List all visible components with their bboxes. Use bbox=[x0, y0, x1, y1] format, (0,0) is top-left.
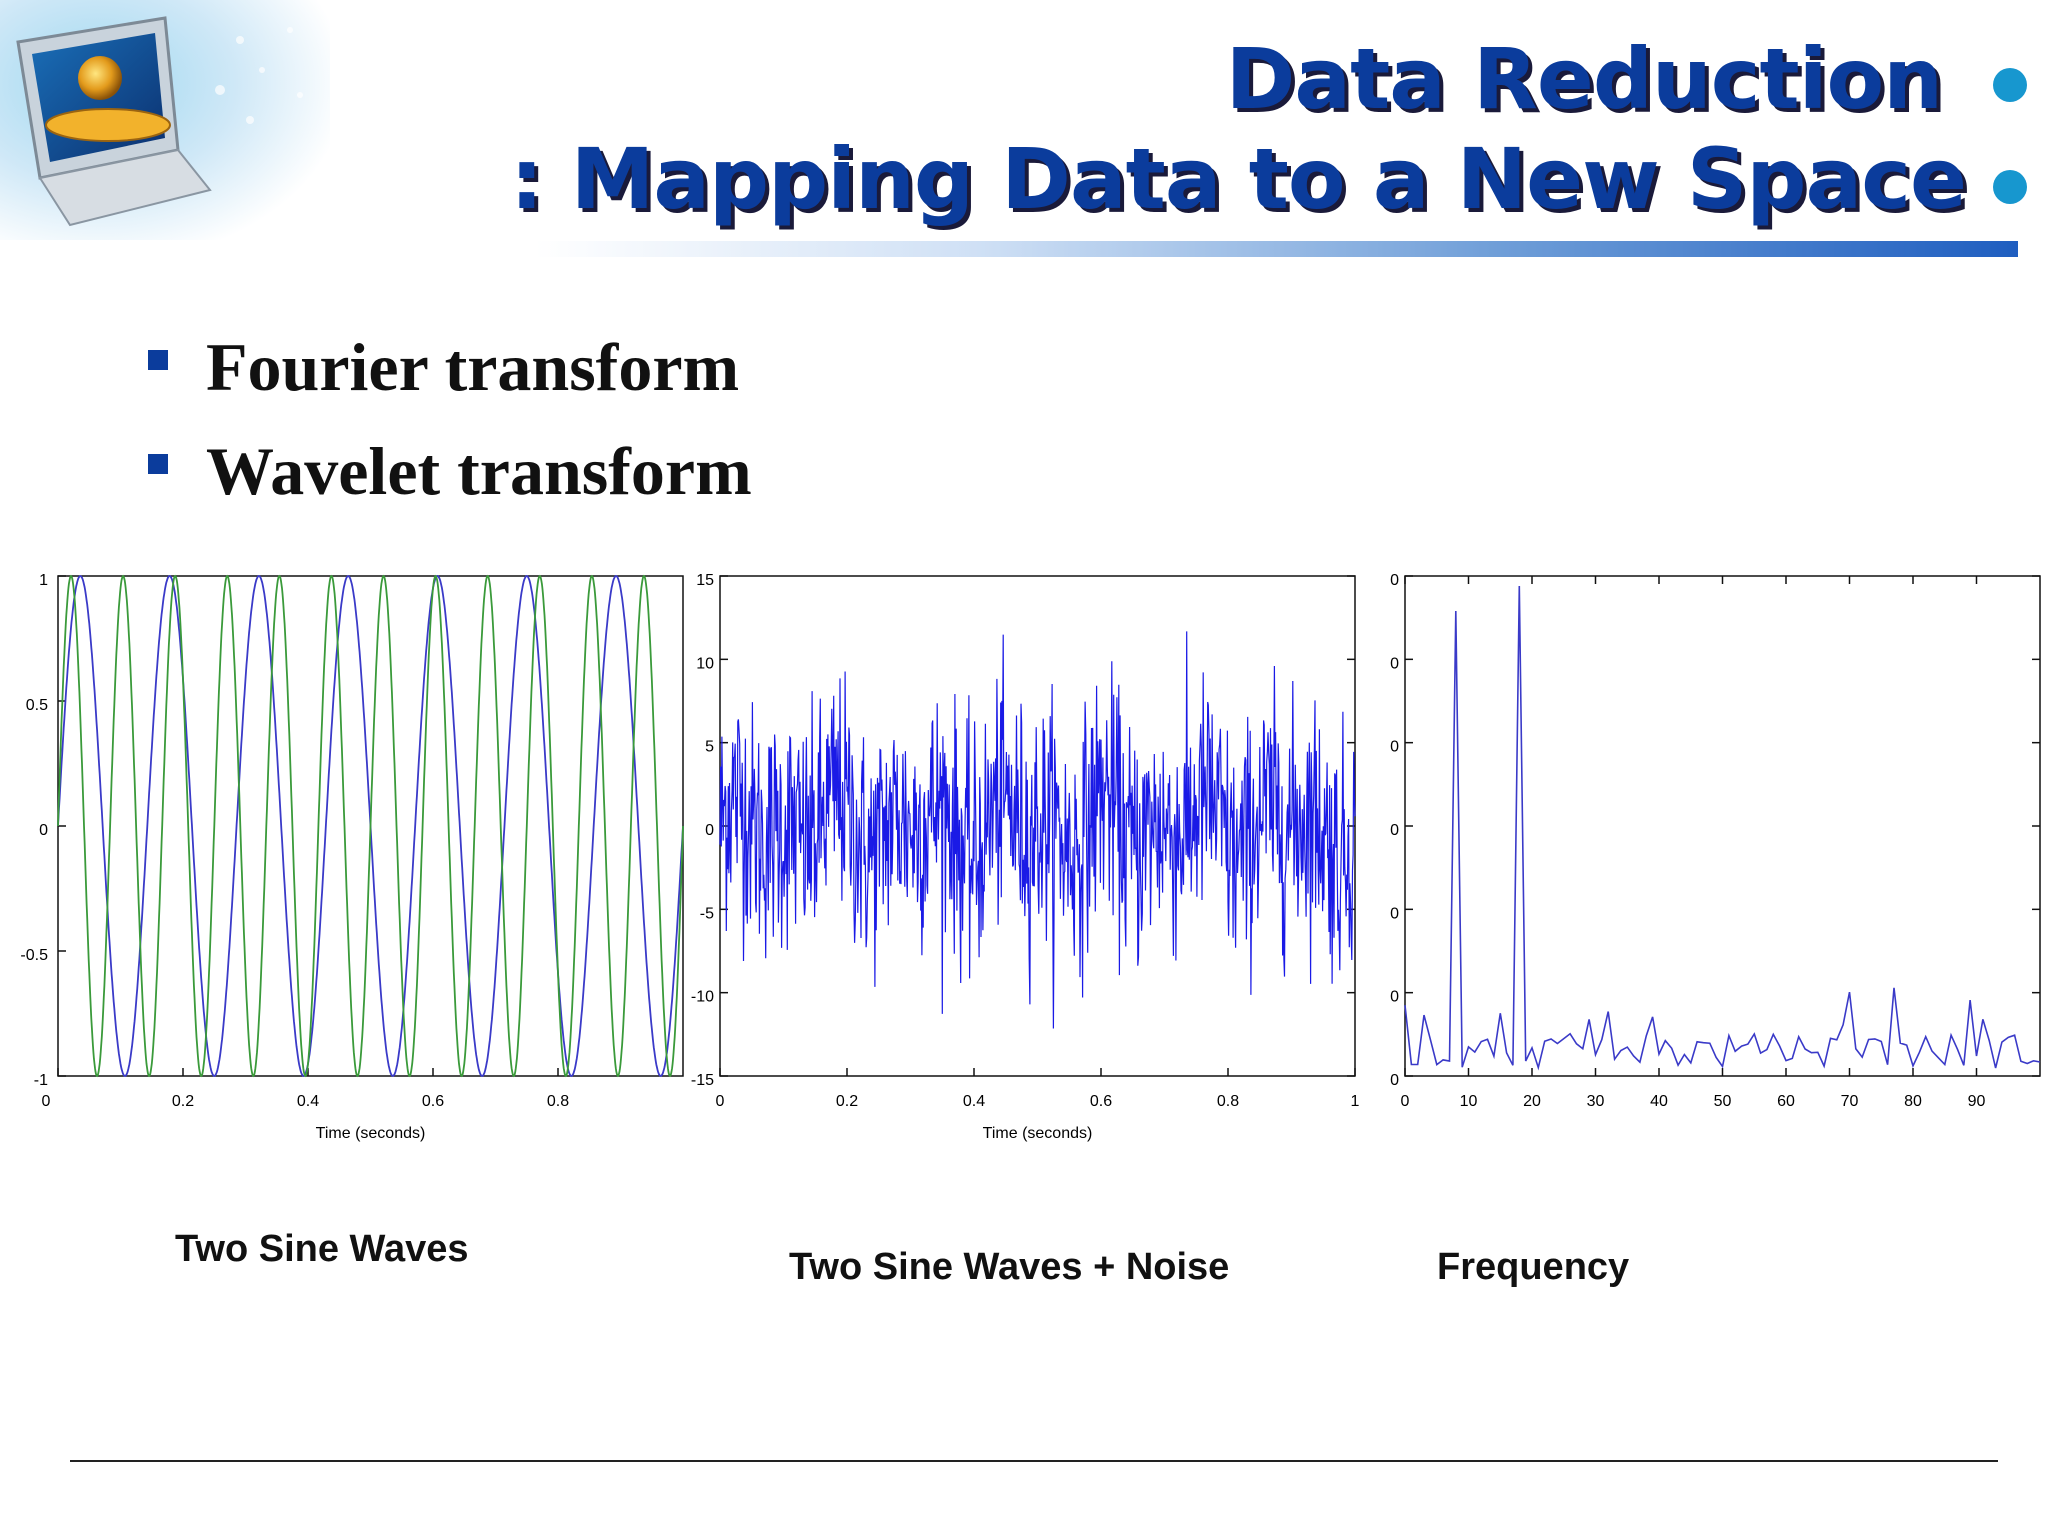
y-tick-label: 0 bbox=[705, 822, 714, 839]
series-line-spectrum bbox=[1404, 585, 2041, 1071]
x-tick-label: 0 bbox=[1401, 1093, 1410, 1110]
plot-frame bbox=[1404, 575, 2041, 1077]
x-tick-label: 0.4 bbox=[963, 1093, 985, 1110]
square-bullet-icon bbox=[148, 454, 168, 474]
x-tick-label: 60 bbox=[1777, 1093, 1795, 1110]
square-bullet-icon bbox=[148, 350, 168, 370]
x-axis-label: Time (seconds) bbox=[316, 1125, 426, 1142]
title-dot-icon bbox=[1993, 68, 2027, 102]
x-tick-label: 80 bbox=[1904, 1093, 1922, 1110]
x-tick-label: 0 bbox=[42, 1093, 51, 1110]
x-tick-label: 0.6 bbox=[1090, 1093, 1112, 1110]
y-tick-label: 0.5 bbox=[26, 697, 48, 714]
page-title-line-1: Data Reduction bbox=[1225, 30, 1943, 128]
y-tick-label: 0 bbox=[1390, 572, 1399, 589]
x-tick-label: 50 bbox=[1714, 1093, 1732, 1110]
y-tick-label: -0.5 bbox=[20, 947, 48, 964]
y-tick-label: -5 bbox=[700, 905, 714, 922]
y-tick-label: 0 bbox=[1390, 822, 1399, 839]
x-tick-label: 90 bbox=[1968, 1093, 1986, 1110]
x-tick-label: 10 bbox=[1460, 1093, 1478, 1110]
bullet-text: Fourier transform bbox=[206, 329, 740, 405]
y-tick-label: 15 bbox=[696, 572, 714, 589]
chart-caption: Two Sine Waves + Noise bbox=[789, 1246, 1230, 1288]
y-tick-label: -10 bbox=[691, 989, 714, 1006]
title-dot-icon bbox=[1993, 170, 2027, 204]
x-axis-label: Time (seconds) bbox=[983, 1125, 1093, 1142]
x-tick-label: 0.2 bbox=[836, 1093, 858, 1110]
footer-divider bbox=[70, 1460, 1998, 1462]
y-tick-label: 5 bbox=[705, 739, 714, 756]
bullet-text: Wavelet transform bbox=[206, 433, 752, 509]
y-tick-label: 0 bbox=[1390, 905, 1399, 922]
y-tick-label: 1 bbox=[39, 572, 48, 589]
x-tick-label: 0 bbox=[716, 1093, 725, 1110]
x-tick-label: 20 bbox=[1523, 1093, 1541, 1110]
chart-caption: Two Sine Waves bbox=[175, 1228, 469, 1270]
y-tick-label: 10 bbox=[696, 655, 714, 672]
x-tick-label: 0.4 bbox=[297, 1093, 319, 1110]
header-divider-bar bbox=[535, 241, 2018, 257]
y-tick-label: -15 bbox=[691, 1072, 714, 1089]
series-line-1 bbox=[57, 574, 684, 1078]
page-title-line-2: : Mapping Data to a New Space bbox=[509, 130, 1967, 228]
x-tick-label: 1 bbox=[1351, 1093, 1360, 1110]
y-tick-label: 0 bbox=[1390, 989, 1399, 1006]
x-tick-label: 40 bbox=[1650, 1093, 1668, 1110]
y-tick-label: 0 bbox=[39, 822, 48, 839]
x-tick-label: 70 bbox=[1841, 1093, 1859, 1110]
y-tick-label: 0 bbox=[1390, 739, 1399, 756]
y-tick-label: 0 bbox=[1390, 1072, 1399, 1089]
chart-two-sine-waves: 1 0.5 0 -0.5 -1 0 0.2 0.4 0.6 0.8 Time (seconds) bbox=[20, 572, 684, 1142]
x-tick-label: 0.2 bbox=[172, 1093, 194, 1110]
series-line-noisy bbox=[719, 631, 1356, 1029]
x-tick-label: 0.6 bbox=[422, 1093, 444, 1110]
x-tick-label: 0.8 bbox=[547, 1093, 569, 1110]
x-tick-label: 30 bbox=[1587, 1093, 1605, 1110]
chart-caption: Frequency bbox=[1437, 1246, 1630, 1288]
y-tick-label: -1 bbox=[34, 1072, 48, 1089]
y-tick-label: 0 bbox=[1390, 655, 1399, 672]
x-tick-label: 0.8 bbox=[1217, 1093, 1239, 1110]
computer-globe-icon bbox=[0, 0, 330, 240]
